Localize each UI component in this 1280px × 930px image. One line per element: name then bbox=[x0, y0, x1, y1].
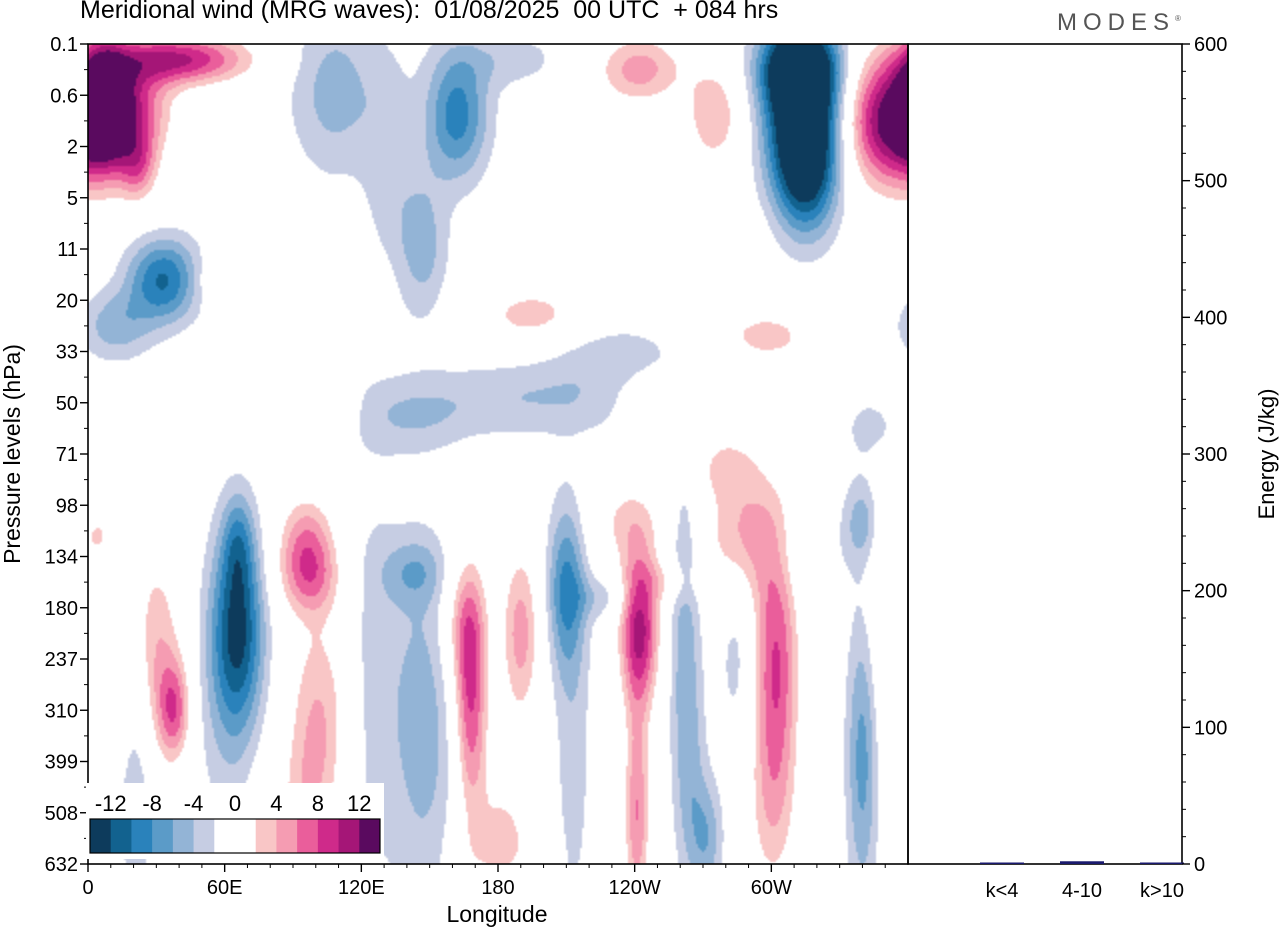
colorbar-label: 8 bbox=[312, 791, 324, 816]
colorbar-swatch bbox=[214, 819, 236, 853]
pressure-tick-label: 0.6 bbox=[50, 85, 78, 107]
energy-tick-label: 300 bbox=[1194, 444, 1227, 466]
longitude-tick-label: 0 bbox=[82, 877, 93, 899]
energy-tick-label: 0 bbox=[1194, 854, 1205, 876]
colorbar-swatch bbox=[193, 819, 215, 853]
pressure-axis-title: Pressure levels (hPa) bbox=[0, 344, 25, 564]
pressure-tick-label: 50 bbox=[56, 393, 78, 415]
colorbar-swatch bbox=[297, 819, 319, 853]
energy-tick-label: 200 bbox=[1194, 581, 1227, 603]
colorbar-swatch bbox=[317, 819, 340, 853]
longitude-axis-title: Longitude bbox=[446, 901, 547, 927]
longitude-tick-label: 60W bbox=[751, 877, 792, 899]
energy-bar bbox=[1060, 861, 1104, 864]
pressure-axis: 0.1 0.6 2 5 11 20 33 50 71 98 134 180 237 310 399 508 63… bbox=[45, 34, 88, 876]
energy-category-label: 4-10 bbox=[1062, 880, 1102, 902]
energy-categories: k<4 4-10 k>10 bbox=[986, 880, 1184, 902]
colorbar-swatch bbox=[276, 819, 298, 853]
energy-bar bbox=[980, 862, 1024, 864]
energy-tick-label: 600 bbox=[1194, 34, 1227, 56]
longitude-tick-label: 180 bbox=[481, 877, 514, 899]
colorbar-swatch bbox=[152, 819, 174, 853]
pressure-tick-label: 33 bbox=[56, 342, 78, 364]
pressure-tick-label: 2 bbox=[67, 137, 78, 159]
colorbar-label: 12 bbox=[347, 791, 371, 816]
pressure-tick-label: 98 bbox=[56, 495, 78, 517]
colorbar-label: -8 bbox=[142, 791, 162, 816]
pressure-tick-label: 508 bbox=[45, 803, 78, 825]
colorbar-swatch bbox=[90, 819, 112, 853]
colorbar-label: 4 bbox=[270, 791, 282, 816]
colorbar-outline bbox=[89, 818, 381, 854]
energy-bars bbox=[980, 861, 1184, 864]
pressure-tick-label: 71 bbox=[56, 444, 78, 466]
pressure-tick-label: 632 bbox=[45, 854, 78, 876]
colorbar-label: 0 bbox=[229, 791, 241, 816]
colorbar-swatch bbox=[110, 819, 132, 853]
chart-title: Meridional wind (MRG waves): 01/08/2025 … bbox=[80, 0, 779, 24]
energy-tick-label: 100 bbox=[1194, 717, 1227, 739]
pressure-tick-label: 237 bbox=[45, 649, 78, 671]
heatmap-field bbox=[88, 44, 908, 864]
pressure-tick-label: 180 bbox=[45, 598, 78, 620]
longitude-tick-label: 120E bbox=[338, 877, 385, 899]
pressure-tick-label: 11 bbox=[57, 239, 78, 261]
colorbar-swatch bbox=[131, 819, 153, 853]
colorbar-swatch bbox=[235, 819, 257, 853]
pressure-tick-label: 20 bbox=[56, 290, 78, 312]
pressure-tick-label: 399 bbox=[45, 752, 78, 774]
heatmap-contours bbox=[88, 44, 908, 864]
energy-category-label: k>10 bbox=[1140, 880, 1184, 902]
colorbar-swatch bbox=[359, 819, 381, 853]
energy-axis-title: Energy (J/kg) bbox=[1254, 389, 1279, 520]
energy-tick-label: 500 bbox=[1194, 171, 1227, 193]
energy-panel-frame bbox=[907, 43, 1183, 865]
modes-logo: MODES® bbox=[1057, 9, 1181, 36]
longitude-axis: 0 60E 120E 180 120W 60W bbox=[82, 864, 886, 899]
energy-axis: 0 100 200 300 400 500 600 bbox=[1182, 34, 1227, 876]
colorbar-swatch bbox=[172, 819, 195, 853]
pressure-tick-label: 5 bbox=[67, 188, 78, 210]
colorbar-label: -12 bbox=[95, 791, 127, 816]
energy-bar bbox=[1140, 862, 1184, 864]
colorbar: -12 -8 -4 0 4 8 12 bbox=[86, 783, 384, 859]
longitude-tick-label: 120W bbox=[609, 877, 661, 899]
modes-logo-text: MODES bbox=[1057, 9, 1176, 36]
colorbar-swatch bbox=[255, 819, 277, 853]
pressure-tick-label: 134 bbox=[45, 547, 78, 569]
energy-tick-label: 400 bbox=[1194, 307, 1227, 329]
pressure-tick-label: 310 bbox=[45, 700, 78, 722]
longitude-tick-label: 60E bbox=[207, 877, 243, 899]
pressure-tick-label: 0.1 bbox=[50, 34, 78, 56]
colorbar-label: -4 bbox=[184, 791, 204, 816]
energy-category-label: k<4 bbox=[986, 880, 1019, 902]
colorbar-swatch bbox=[338, 819, 360, 853]
